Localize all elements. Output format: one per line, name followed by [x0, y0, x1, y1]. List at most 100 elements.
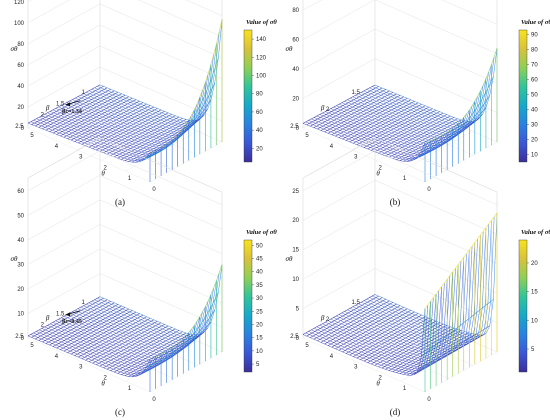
- subplot-label-c: (c): [115, 407, 125, 417]
- colorbar-tick-b-6: 70: [531, 63, 538, 69]
- surface-line-theta-d-1: [421, 299, 494, 357]
- z-tick-a-0: 0: [21, 126, 25, 132]
- surface-line-beta-c-0: [27, 335, 151, 378]
- surface-line-theta-d-31: [313, 298, 386, 340]
- surface-line-theta-c-8: [121, 334, 194, 375]
- surface-line-theta-a-34: [27, 84, 101, 124]
- surface-line-theta-c-0: [149, 264, 223, 360]
- floor-grid-u-c-0: [149, 351, 223, 393]
- surface-line-theta-c-31: [38, 301, 111, 341]
- theta-tick-a-0: 5: [30, 133, 34, 139]
- surface-line-theta-b-10: [388, 119, 462, 158]
- surface-line-theta-d-20: [353, 316, 426, 357]
- surface-line-theta-a-8: [121, 120, 194, 160]
- z-tick-c-5: 50: [17, 213, 24, 219]
- floor-grid-u-a-2: [101, 120, 174, 161]
- surface-line-theta-a-30: [42, 90, 115, 130]
- z-tick-d-4: 20: [292, 218, 299, 224]
- surface-line-theta-a-23: [67, 100, 140, 139]
- z-gridline-c-6: [27, 150, 223, 206]
- z-tick-a-2: 40: [17, 84, 24, 90]
- z-tick-c-6: 60: [17, 189, 24, 195]
- beta-axis-label-d: β: [320, 314, 325, 322]
- theta-axis-label-c: θ: [101, 380, 105, 388]
- surface-line-theta-d-15: [371, 323, 444, 365]
- surface-line-theta-c-29: [45, 304, 119, 344]
- z-tick-c-0: 0: [21, 336, 25, 342]
- surface-line-beta-b-19: [355, 95, 478, 134]
- z-tick-c-1: 10: [17, 311, 24, 317]
- surface-line-theta-b-23: [342, 101, 415, 140]
- surface-line-theta-b-9: [392, 120, 465, 159]
- surface-line-theta-c-15: [96, 325, 169, 365]
- surface-line-theta-b-8: [396, 121, 469, 160]
- surface-line-theta-a-17: [88, 109, 162, 148]
- surface-line-theta-b-28: [324, 93, 397, 133]
- surface-line-theta-c-34: [27, 296, 101, 337]
- surface-line-theta-b-0: [424, 48, 498, 144]
- theta-axis-label-d: θ: [376, 380, 380, 388]
- beta-tick-c-1: 1.5: [56, 311, 65, 317]
- surface-line-theta-d-17: [363, 320, 437, 362]
- z-gridline-a-6: [27, 0, 223, 17]
- surface-line-theta-a-15: [96, 112, 169, 151]
- floor-grid-u-b-1: [400, 130, 473, 172]
- colorbar-tick-a-3: 80: [256, 92, 263, 98]
- beta-tick-c-2: 2: [41, 323, 45, 329]
- surface-line-theta-a-20: [78, 105, 151, 144]
- surface-line-theta-c-1: [146, 291, 219, 368]
- z-tick-d-5: 25: [292, 189, 299, 195]
- colorbar-tick-c-7: 40: [256, 270, 263, 276]
- theta-tick-c-5: 0: [152, 397, 156, 403]
- z-gridline-a-3: [27, 24, 223, 80]
- z-tick-d-2: 10: [292, 277, 299, 283]
- beta-axis-label-a: β: [45, 104, 50, 112]
- floor-grid-u-b-2: [376, 120, 449, 161]
- annotation-label-c: βc=0.45: [62, 319, 82, 325]
- theta-tick-a-3: 2: [104, 165, 108, 171]
- surface-line-theta-c-24: [63, 311, 137, 352]
- floor-grid-v-b-0: [302, 127, 426, 183]
- colorbar-tick-b-7: 80: [531, 48, 538, 54]
- z-gridline-d-1: [302, 268, 498, 323]
- floor-grid-v-a-0: [27, 127, 151, 183]
- surface-line-theta-a-25: [60, 97, 133, 137]
- surface-line-theta-c-21: [74, 316, 147, 356]
- z-gridline-d-5: [302, 150, 498, 206]
- colorbar-d: [518, 239, 528, 373]
- surface-line-theta-a-24: [63, 99, 137, 138]
- colorbar-tick-b-0: 10: [531, 153, 538, 159]
- z-gridline-c-1: [27, 273, 223, 328]
- colorbar-tick-a-5: 120: [256, 55, 267, 61]
- surface-line-theta-a-3: [139, 98, 212, 163]
- colorbar-title-a: Value of σθ: [246, 19, 277, 26]
- colorbar-tick-b-2: 30: [531, 123, 538, 129]
- beta-tick-a-3: 2.5: [15, 124, 24, 130]
- surface-line-theta-c-13: [103, 328, 176, 368]
- surface-line-theta-c-28: [49, 305, 122, 346]
- surface-line-theta-b-16: [367, 111, 440, 150]
- theta-tick-b-3: 2: [379, 165, 383, 171]
- subplot-d: 0 5 10 15 20 25 σθ 5 4 3 2 1 0 θ 1.5 2 2.5 β 5 10 15 20 Value …: [275, 137, 550, 420]
- floor-grid-u-c-5: [27, 297, 101, 339]
- colorbar-tick-a-2: 60: [256, 110, 263, 116]
- theta-tick-d-2: 3: [354, 365, 358, 371]
- beta-tick-c-0: 1: [81, 300, 85, 306]
- theta-tick-c-1: 4: [55, 354, 59, 360]
- theta-tick-b-2: 3: [354, 155, 358, 161]
- surface-line-theta-b-14: [374, 114, 447, 153]
- colorbar-tick-a-0: 20: [256, 146, 263, 152]
- surface-line-theta-b-29: [320, 92, 394, 131]
- subplot-a: 0 20 40 60 80 100 120 140 σθ 5 4 3 2 1 0 θ 1 1.5 2 2.5 β βc=1…: [0, 0, 277, 210]
- colorbar-tick-c-4: 25: [256, 309, 263, 315]
- surface-line-theta-d-18: [360, 319, 433, 360]
- beta-axis-label-c: β: [45, 314, 50, 322]
- beta-tick-d-0: 1.5: [351, 300, 360, 306]
- surface-line-beta-b-23: [366, 71, 489, 127]
- surface-line-theta-a-32: [35, 87, 108, 127]
- z-tick-b-0: 0: [296, 126, 300, 132]
- surface-line-theta-b-31: [313, 89, 386, 128]
- subplot-label-b: (b): [390, 197, 401, 207]
- beta-tick-a-0: 1: [81, 90, 85, 96]
